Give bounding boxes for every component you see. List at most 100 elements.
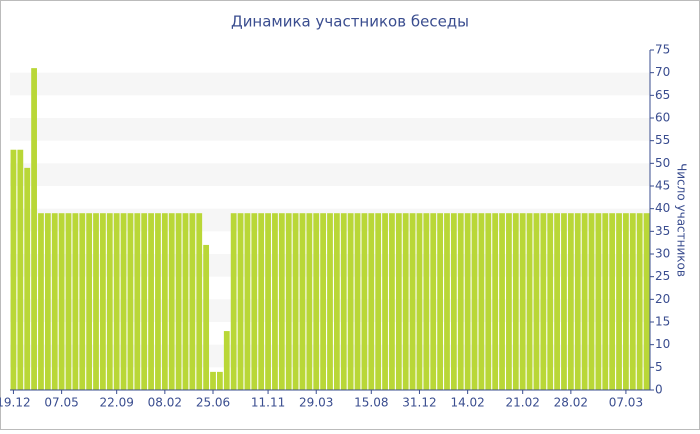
bar [113, 213, 120, 390]
bar [217, 371, 223, 390]
bar [155, 213, 161, 390]
bar [258, 213, 265, 390]
y-tick-label: 25 [655, 269, 670, 283]
bar [141, 213, 148, 390]
bar [416, 213, 423, 390]
y-tick-label: 10 [655, 337, 670, 351]
bar [581, 213, 588, 390]
x-tick-label: 29.03 [299, 396, 333, 410]
x-tick-label: 14.02 [450, 396, 484, 410]
bar [492, 213, 499, 390]
bar [182, 213, 189, 390]
bar [464, 213, 471, 390]
bar [402, 213, 409, 390]
bar [148, 213, 154, 390]
bar [423, 213, 430, 390]
bar [285, 213, 292, 390]
bar [361, 213, 368, 390]
bar [609, 213, 616, 390]
bar [375, 213, 382, 390]
bar [478, 213, 485, 390]
bar [58, 213, 65, 390]
bar [320, 213, 327, 390]
bar [444, 213, 450, 390]
bar [10, 149, 17, 390]
bar [17, 149, 24, 390]
bar [72, 213, 79, 390]
x-tick-label: 08.02 [148, 396, 182, 410]
bar [299, 213, 306, 390]
bar [38, 213, 44, 390]
bar [526, 213, 533, 390]
bar [203, 244, 210, 390]
y-tick-label: 0 [655, 383, 663, 397]
bar [168, 213, 175, 390]
x-tick-label: 19.12 [0, 396, 31, 410]
bar [629, 213, 636, 390]
bar [327, 213, 333, 390]
bar [540, 213, 547, 390]
bar [623, 213, 629, 390]
bar [389, 213, 395, 390]
bar [134, 213, 141, 390]
bar [93, 213, 99, 390]
x-tick-label: 15.08 [354, 396, 388, 410]
bar [574, 213, 581, 390]
bar [533, 213, 540, 390]
bar [457, 213, 464, 390]
x-tick-label: 07.03 [609, 396, 643, 410]
bar [588, 213, 595, 390]
bar [100, 213, 106, 390]
bar [79, 213, 86, 390]
y-tick-label: 75 [655, 43, 670, 57]
bar [24, 167, 31, 390]
y-tick-label: 35 [655, 224, 670, 238]
bar [395, 213, 402, 390]
x-tick-label: 31.12 [402, 396, 436, 410]
bar [347, 213, 354, 390]
bar [506, 213, 512, 390]
bar [313, 213, 320, 390]
bar [616, 213, 622, 390]
bar [31, 68, 37, 390]
bar [430, 213, 437, 390]
bar [306, 213, 313, 390]
x-tick-label: 28.02 [554, 396, 588, 410]
bar [106, 213, 113, 390]
bar [210, 371, 216, 390]
bar [437, 213, 443, 390]
bar [230, 213, 237, 390]
bar [244, 213, 251, 390]
bar [554, 213, 560, 390]
bar [120, 213, 127, 390]
bar [278, 213, 285, 390]
y-tick-label: 60 [655, 111, 670, 125]
grid-band [10, 118, 650, 141]
grid-band [10, 163, 650, 186]
bar [409, 213, 416, 390]
bar [333, 213, 340, 390]
bar [189, 213, 196, 390]
bar [265, 213, 271, 390]
y-tick-label: 15 [655, 315, 670, 329]
y-axis-title: Число участников [675, 163, 689, 277]
x-tick-label: 07.05 [44, 396, 78, 410]
bar [595, 213, 602, 390]
bar [161, 213, 168, 390]
bar [382, 213, 388, 390]
bar [519, 213, 526, 390]
bar [127, 213, 134, 390]
y-tick-label: 20 [655, 292, 670, 306]
bar [636, 213, 643, 390]
y-tick-label: 55 [655, 133, 670, 147]
x-tick-label: 22.09 [99, 396, 133, 410]
bar [272, 213, 278, 390]
bar [512, 213, 519, 390]
bar [340, 213, 347, 390]
bar [65, 213, 72, 390]
chart-title: Динамика участников беседы [231, 13, 469, 31]
bar [561, 213, 567, 390]
y-tick-label: 70 [655, 65, 670, 79]
bar [471, 213, 478, 390]
y-tick-label: 50 [655, 156, 670, 170]
